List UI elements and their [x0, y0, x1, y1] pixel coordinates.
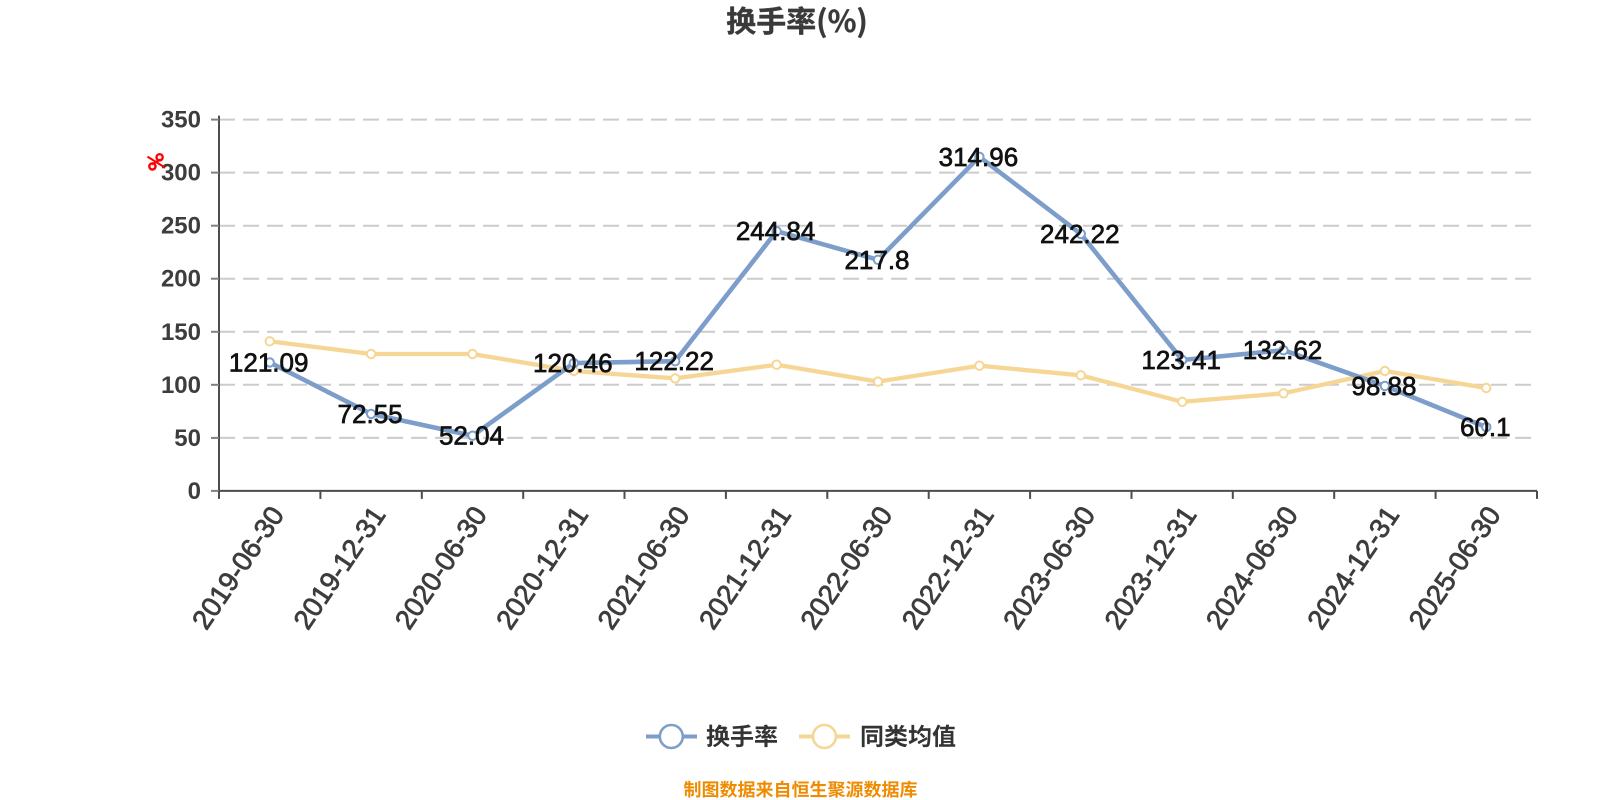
svg-text:2019-06-30: 2019-06-30	[186, 501, 290, 635]
svg-text:132.62: 132.62	[1243, 335, 1323, 365]
svg-text:2023-06-30: 2023-06-30	[997, 501, 1101, 635]
svg-text:100: 100	[161, 372, 201, 399]
svg-text:121.09: 121.09	[229, 347, 309, 377]
svg-text:2022-06-30: 2022-06-30	[794, 501, 898, 635]
svg-text:2023-12-31: 2023-12-31	[1098, 501, 1202, 635]
svg-text:2020-06-30: 2020-06-30	[389, 501, 493, 635]
svg-text:72.55: 72.55	[338, 399, 403, 429]
svg-text:217.8: 217.8	[844, 245, 909, 275]
svg-text:2024-12-31: 2024-12-31	[1301, 501, 1405, 635]
svg-text:350: 350	[161, 107, 201, 134]
svg-text:122.22: 122.22	[634, 346, 714, 376]
svg-text:250: 250	[161, 213, 201, 240]
svg-text:242.22: 242.22	[1040, 219, 1120, 249]
svg-text:2020-12-31: 2020-12-31	[490, 501, 594, 635]
svg-text:120.46: 120.46	[533, 348, 613, 378]
svg-text:314.96: 314.96	[939, 142, 1019, 172]
svg-text:52.04: 52.04	[439, 421, 504, 451]
svg-text:200: 200	[161, 266, 201, 293]
svg-text:2021-12-31: 2021-12-31	[693, 501, 797, 635]
svg-text:2021-06-30: 2021-06-30	[591, 501, 695, 635]
svg-text:60.1: 60.1	[1460, 412, 1511, 442]
svg-text:2024-06-30: 2024-06-30	[1200, 501, 1304, 635]
svg-text:0: 0	[188, 478, 201, 505]
svg-text:123.41: 123.41	[1141, 345, 1221, 375]
svg-text:244.84: 244.84	[736, 216, 816, 246]
svg-text:98.88: 98.88	[1351, 371, 1416, 401]
svg-text:2025-06-30: 2025-06-30	[1402, 501, 1506, 635]
svg-text:2022-12-31: 2022-12-31	[895, 501, 999, 635]
svg-text:50: 50	[174, 425, 201, 452]
svg-text:300: 300	[161, 160, 201, 187]
svg-text:150: 150	[161, 319, 201, 346]
svg-text:2019-12-31: 2019-12-31	[287, 501, 391, 635]
